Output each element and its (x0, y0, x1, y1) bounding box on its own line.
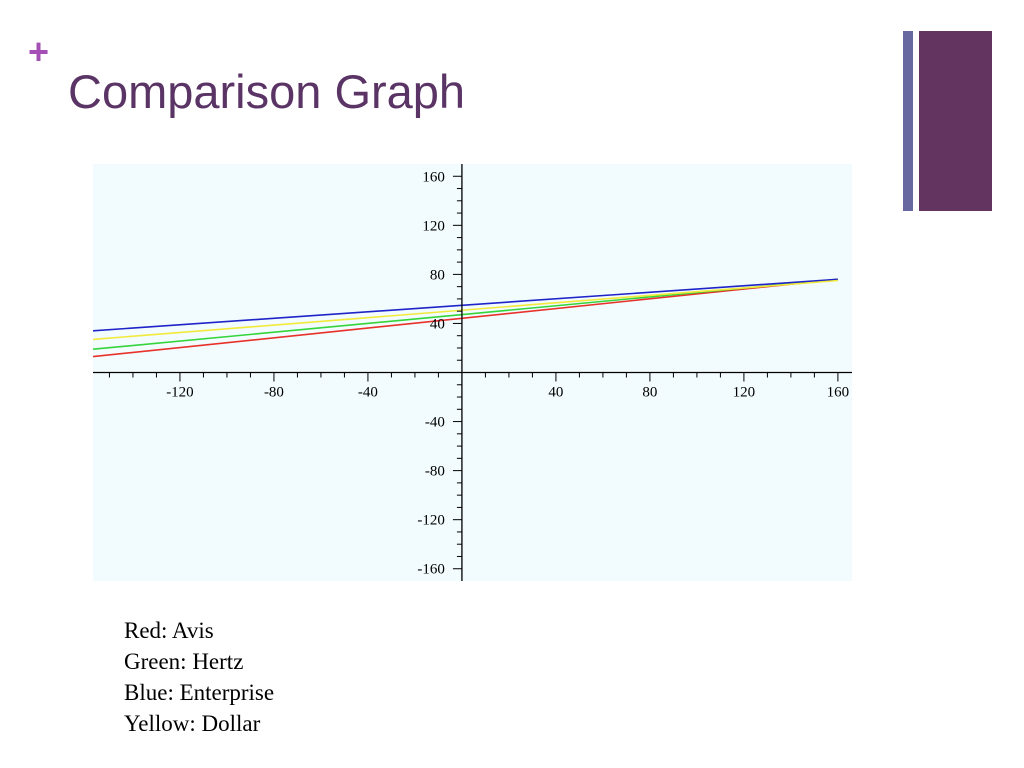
series-line-avis (93, 278, 838, 358)
legend-item-enterprise: Blue: Enterprise (124, 680, 275, 705)
series-line-dollar (93, 279, 838, 341)
x-tick-label: 160 (827, 385, 850, 401)
x-tick-label: 120 (733, 385, 756, 401)
x-tick-label: -120 (166, 385, 194, 401)
page-title: Comparison Graph (68, 65, 466, 118)
x-tick-label: 40 (548, 385, 563, 401)
y-tick-label: 160 (422, 169, 445, 185)
legend-item-avis: Red: Avis (124, 618, 214, 643)
chart-axes-group: -120 -80 -40 40 80 120 160 160 120 80 40 -40 -80 -120… (93, 164, 852, 581)
y-tick-label: 40 (430, 316, 445, 332)
x-tick-label: 80 (642, 385, 657, 401)
chart-svg: -120 -80 -40 40 80 120 160 160 120 80 40 -40 -80 -120… (93, 164, 852, 581)
x-tick-label: -80 (264, 385, 284, 401)
accent-bar-thin (903, 31, 913, 211)
y-tick-label: 80 (430, 267, 445, 283)
y-tick-label: -40 (425, 415, 445, 431)
series-line-enterprise (93, 278, 838, 332)
y-tick-label: 120 (422, 218, 445, 234)
chart-series-group (93, 278, 838, 358)
x-tick-label: -40 (358, 385, 378, 401)
legend-item-hertz: Green: Hertz (124, 649, 244, 674)
accent-bar-thick (919, 31, 992, 211)
y-tick-label: -160 (417, 562, 445, 578)
comparison-chart: -120 -80 -40 40 80 120 160 160 120 80 40 -40 -80 -120… (93, 164, 852, 581)
legend-item-dollar: Yellow: Dollar (124, 711, 261, 736)
y-tick-label: -80 (425, 464, 445, 480)
bullet-plus-icon: + (28, 31, 50, 72)
legend: Red: Avis Green: Hertz Blue: Enterprise … (124, 615, 274, 739)
y-tick-label: -120 (417, 513, 445, 529)
